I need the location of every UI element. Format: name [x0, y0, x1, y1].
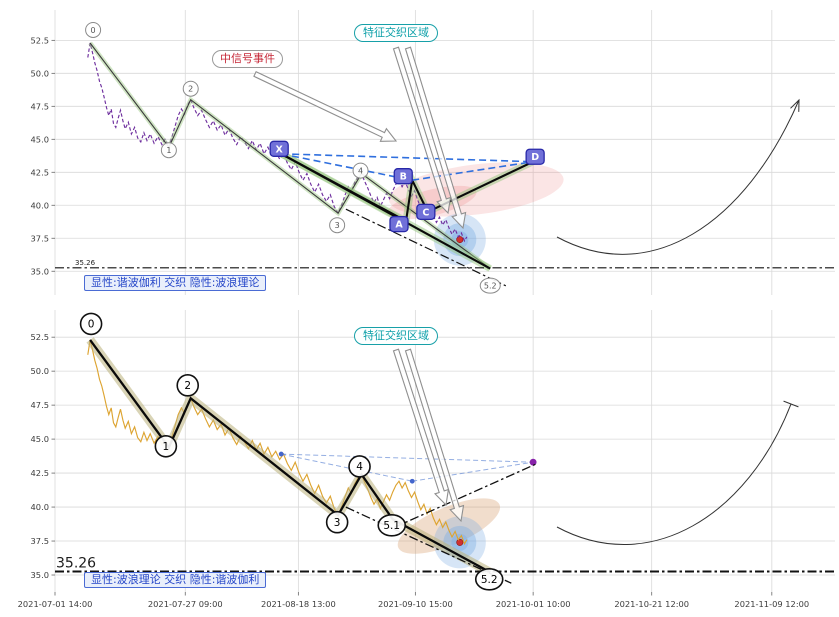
svg-text:5.2: 5.2 [484, 281, 497, 290]
y-tick-label: 37.5 [31, 233, 49, 243]
feature-zone-annotation-bottom: 特征交织区域 [354, 327, 438, 345]
wave-marker-0 [85, 21, 102, 38]
y-tick-label: 45.0 [31, 134, 49, 144]
y-tick-label: 40.0 [31, 200, 49, 210]
y-tick-label: 42.5 [31, 468, 49, 478]
harmonic-dot-d [529, 458, 537, 466]
wave-markers-top: 0 1 2 3 4 5.2 [85, 21, 501, 294]
svg-text:0: 0 [91, 26, 96, 35]
price-line-bottom [87, 339, 468, 546]
panel-legend-bottom: 显性:波浪理论 交织 隐性:谐波伽利 [84, 572, 267, 588]
harmonic-label-D [525, 148, 545, 165]
projection-arrow-top [556, 99, 800, 255]
harmonic-labels-top: X A B C D [269, 140, 545, 233]
signal-event-annotation: 中信号事件 [212, 50, 283, 68]
svg-text:1: 1 [166, 146, 171, 155]
svg-text:3: 3 [334, 517, 341, 529]
feature-zone-annotation-top: 特征交织区域 [354, 24, 438, 42]
trendline-up-bottom [394, 463, 538, 528]
svg-text:4: 4 [358, 166, 363, 175]
harmonic-dot-x [278, 451, 284, 457]
panel-legend-top: 显性:谐波伽利 交织 隐性:波浪理论 [84, 275, 267, 291]
projection-arrows [556, 98, 800, 545]
harmonic-label-X [269, 140, 289, 157]
hline-labels: 35.26 35.26 [56, 259, 96, 572]
x-tick-label: 2021-07-01 14:00 [18, 599, 93, 609]
target-point [456, 236, 464, 244]
target-bullseye-bottom [433, 516, 486, 569]
svg-text:A: A [395, 220, 403, 231]
svg-text:2: 2 [188, 85, 193, 94]
svg-text:0: 0 [88, 318, 95, 330]
wave-marker-5.2 [479, 277, 501, 294]
harmonic-label-B [393, 168, 413, 185]
x-tick-label: 2021-11-09 12:00 [734, 599, 809, 609]
hidden-wave-line-top [88, 41, 492, 271]
wave-marker-3 [325, 510, 349, 534]
harmonic-dot-b [409, 478, 415, 484]
svg-text:X: X [276, 144, 284, 155]
x-tick-label: 2021-10-21 12:00 [614, 599, 689, 609]
x-tick-label: 2021-08-18 13:00 [261, 599, 336, 609]
hidden-harmonic-bottom [278, 451, 537, 484]
svg-text:2: 2 [184, 380, 191, 392]
svg-text:D: D [531, 152, 539, 163]
callout-arrows [253, 46, 467, 523]
wave-marker-1 [154, 434, 178, 458]
y-tick-label: 47.5 [31, 101, 49, 111]
wave-marker-5.2 [474, 567, 504, 591]
wave-marker-4 [352, 162, 369, 179]
y-tick-label: 47.5 [31, 400, 49, 410]
gridlines [54, 10, 835, 592]
svg-text:5.2: 5.2 [481, 574, 498, 586]
projection-arrow-bottom [556, 403, 792, 545]
svg-text:1: 1 [163, 441, 170, 453]
wave-marker-3 [329, 217, 346, 234]
harmonic-label-C [416, 203, 436, 221]
x-tick-label: 2021-10-01 10:00 [496, 599, 571, 609]
wave-marker-2 [182, 80, 199, 97]
dash-dot-lines [55, 208, 835, 584]
y-tick-label: 45.0 [31, 434, 49, 444]
y-tick-label: 52.5 [31, 332, 49, 342]
wave-marker-5.1 [377, 513, 407, 537]
y-tick-label: 52.5 [31, 35, 49, 45]
harmonic-label-A [389, 215, 409, 233]
wave-marker-4 [348, 455, 371, 478]
y-tick-label: 35.0 [31, 570, 49, 580]
x-tick-label: 2021-07-27 09:00 [148, 599, 223, 609]
y-tick-label: 35.0 [31, 266, 49, 276]
svg-text:B: B [400, 172, 407, 183]
wave-marker-0 [79, 312, 103, 336]
wave-markers-bottom: 0 1 2 3 4 5.1 5.2 [79, 312, 504, 591]
trendline-top [345, 208, 507, 287]
x-tick-label: 2021-09-10 15:00 [378, 599, 453, 609]
y-tick-label: 40.0 [31, 502, 49, 512]
hline-label-bottom: 35.26 [56, 555, 96, 571]
y-tick-label: 50.0 [31, 68, 49, 78]
target-point [456, 538, 464, 546]
svg-text:4: 4 [356, 461, 363, 473]
y-tick-label: 50.0 [31, 366, 49, 376]
axis-tick-labels: 35.0 37.5 40.0 42.5 45.0 47.5 50.0 52.5 35.0 37.5… [18, 35, 810, 609]
wave-marker-1 [160, 142, 177, 159]
y-tick-label: 42.5 [31, 167, 49, 177]
svg-text:C: C [422, 207, 429, 218]
svg-text:3: 3 [335, 221, 340, 230]
wave-marker-2 [176, 374, 200, 397]
svg-text:5.1: 5.1 [383, 520, 400, 532]
y-tick-label: 37.5 [31, 536, 49, 546]
hline-label-top: 35.26 [75, 259, 96, 267]
trendline-down-bottom [345, 506, 512, 584]
